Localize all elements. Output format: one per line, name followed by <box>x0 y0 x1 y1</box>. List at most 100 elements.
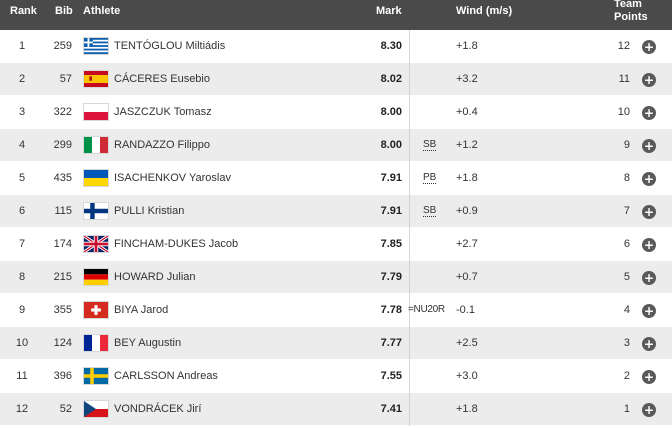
uk-flag-icon <box>83 235 109 253</box>
wind-cell: +1.8 <box>456 40 478 52</box>
team-points-cell: 9 <box>623 139 630 151</box>
athlete-name: HOWARD Julian <box>114 271 196 283</box>
header-athlete: Athlete <box>83 5 121 17</box>
greece-flag-icon <box>83 37 109 55</box>
column-divider <box>409 96 410 129</box>
rank-cell: 3 <box>18 106 26 118</box>
header-team-points: Team Points <box>596 0 648 23</box>
table-row[interactable]: 6 115 PULLI Kristian 7.91 SB +0.9 7 + <box>0 195 672 228</box>
table-row[interactable]: 8 215 HOWARD Julian 7.79 +0.7 5 + <box>0 261 672 294</box>
ukraine-flag-icon <box>83 169 109 187</box>
rank-cell: 5 <box>18 172 26 184</box>
athlete-name: RANDAZZO Filippo <box>114 139 210 151</box>
table-row[interactable]: 7 174 FINCHAM-DUKES Jacob 7.85 +2.7 6 + <box>0 228 672 261</box>
expand-row-button[interactable]: + <box>642 370 656 384</box>
table-row[interactable]: 5 435 ISACHENKOV Yaroslav 7.91 PB +1.8 8 + <box>0 162 672 195</box>
bib-cell: 57 <box>59 73 72 85</box>
wind-cell: +2.5 <box>456 337 478 349</box>
team-points-cell: 4 <box>623 304 630 316</box>
note-cell: SB <box>423 205 467 217</box>
expand-row-button[interactable]: + <box>642 106 656 120</box>
team-points-cell: 2 <box>623 370 630 382</box>
team-points-cell: 11 <box>618 73 630 85</box>
column-divider <box>409 63 410 96</box>
table-row[interactable]: 3 322 JASZCZUK Tomasz 8.00 +0.4 10 + <box>0 96 672 129</box>
mark-cell: 7.41 <box>380 403 402 415</box>
athlete-name: TENTÓGLOU Miltiádis <box>114 40 226 52</box>
athlete-name: FINCHAM-DUKES Jacob <box>114 238 239 250</box>
mark-cell: 7.85 <box>380 238 402 250</box>
column-divider <box>409 30 410 63</box>
wind-cell: +1.8 <box>456 172 478 184</box>
wind-cell: +1.8 <box>456 403 478 415</box>
expand-row-button[interactable]: + <box>642 304 656 318</box>
wind-cell: +2.7 <box>456 238 478 250</box>
column-divider <box>409 162 410 195</box>
athlete-name: BIYA Jarod <box>114 304 169 316</box>
expand-row-button[interactable]: + <box>642 40 656 54</box>
expand-row-button[interactable]: + <box>642 139 656 153</box>
table-row[interactable]: 10 124 BEY Augustin 7.77 +2.5 3 + <box>0 327 672 360</box>
wind-cell: +1.2 <box>456 139 478 151</box>
column-divider <box>409 294 410 327</box>
wind-cell: -0.1 <box>456 304 475 316</box>
athlete-name: ISACHENKOV Yaroslav <box>114 172 231 184</box>
bib-cell: 115 <box>54 205 72 217</box>
wind-cell: +0.4 <box>456 106 478 118</box>
column-divider <box>409 129 410 162</box>
team-points-cell: 7 <box>623 205 630 217</box>
result-note: SB <box>423 139 437 151</box>
column-divider <box>409 360 410 393</box>
expand-row-button[interactable]: + <box>642 337 656 351</box>
expand-row-button[interactable]: + <box>642 73 656 87</box>
expand-row-button[interactable]: + <box>642 205 656 219</box>
rank-cell: 6 <box>18 205 26 217</box>
expand-row-button[interactable]: + <box>642 238 656 252</box>
note-cell: PB <box>423 172 467 184</box>
column-divider <box>409 393 410 426</box>
rank-cell: 12 <box>15 403 29 415</box>
result-note: PB <box>423 172 437 184</box>
team-points-cell: 1 <box>623 403 630 415</box>
rank-cell: 1 <box>18 40 26 52</box>
table-row[interactable]: 9 355 BIYA Jarod 7.78 =NU20R -0.1 4 + <box>0 294 672 327</box>
poland-flag-icon <box>83 103 109 121</box>
wind-cell: +0.9 <box>456 205 478 217</box>
table-row[interactable]: 2 57 CÁCERES Eusebio 8.02 +3.2 11 + <box>0 63 672 96</box>
table-header: Rank Bib Athlete Mark Wind (m/s) Team Poi… <box>0 0 672 30</box>
table-row[interactable]: 4 299 RANDAZZO Filippo 8.00 SB +1.2 9 + <box>0 129 672 162</box>
germany-flag-icon <box>83 268 109 286</box>
header-bib: Bib <box>55 5 73 17</box>
expand-row-button[interactable]: + <box>642 271 656 285</box>
bib-cell: 299 <box>53 139 72 151</box>
team-points-cell: 8 <box>623 172 630 184</box>
column-divider <box>409 261 410 294</box>
rank-cell: 2 <box>18 73 26 85</box>
mark-cell: 7.55 <box>380 370 402 382</box>
athlete-name: CÁCERES Eusebio <box>114 73 210 85</box>
column-divider <box>409 228 410 261</box>
mark-cell: 7.91 <box>380 205 402 217</box>
rank-cell: 10 <box>15 337 29 349</box>
table-row[interactable]: 12 52 VONDRÁCEK Jirí 7.41 +1.8 1 + <box>0 393 672 426</box>
rank-cell: 8 <box>18 271 26 283</box>
table-row[interactable]: 1 259 TENTÓGLOU Miltiádis 8.30 +1.8 12 + <box>0 30 672 63</box>
header-mark: Mark <box>376 5 402 17</box>
mark-cell: 7.78 <box>380 304 402 316</box>
result-note: =NU20R <box>408 304 445 315</box>
table-row[interactable]: 11 396 CARLSSON Andreas 7.55 +3.0 2 + <box>0 360 672 393</box>
header-rank: Rank <box>10 5 37 17</box>
mark-cell: 8.02 <box>380 73 402 85</box>
bib-cell: 124 <box>53 337 72 349</box>
sweden-flag-icon <box>83 367 109 385</box>
column-divider <box>409 195 410 228</box>
mark-cell: 7.91 <box>380 172 402 184</box>
expand-row-button[interactable]: + <box>642 403 656 417</box>
team-points-cell: 3 <box>623 337 630 349</box>
expand-row-button[interactable]: + <box>642 172 656 186</box>
rank-cell: 11 <box>16 370 28 382</box>
athlete-name: VONDRÁCEK Jirí <box>114 403 202 415</box>
bib-cell: 215 <box>53 271 72 283</box>
athlete-name: JASZCZUK Tomasz <box>114 106 212 118</box>
